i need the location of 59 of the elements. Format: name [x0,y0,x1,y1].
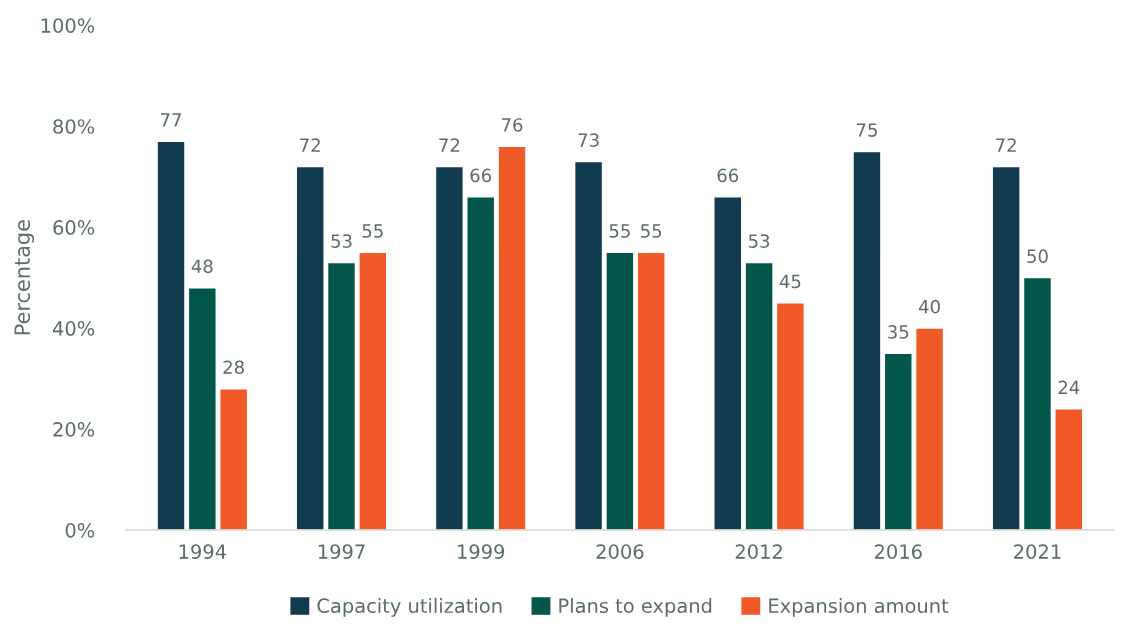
data-label: 66 [717,168,739,183]
bar [636,251,666,531]
bar [219,388,249,531]
x-tick-label: 1999 [458,544,505,559]
data-label: 55 [641,224,662,238]
data-label: 72 [439,138,460,152]
data-label: 55 [609,224,630,238]
bar [326,261,357,531]
bar [1054,408,1084,531]
data-label: 28 [223,360,244,375]
y-tick-label: 20% [53,422,95,437]
data-label: 77 [161,113,181,127]
bar [713,196,743,531]
y-tick-label: 60% [53,220,95,235]
y-tick-label: 0% [65,523,95,538]
bar [466,196,496,531]
bar [358,251,388,531]
y-tick-label: 80% [53,119,95,134]
data-label: 50 [1027,249,1048,264]
x-tick-label: 2012 [735,544,782,559]
y-tick-label: 40% [52,321,95,336]
y-tick-label: 100% [41,18,95,33]
bar [1022,276,1053,531]
bar [883,352,913,531]
data-label: 53 [331,234,352,248]
bar [775,302,806,531]
data-label: 48 [191,259,213,274]
data-label: 53 [748,234,770,248]
bar [187,287,217,531]
bar [852,150,882,531]
data-label: 72 [300,138,320,152]
bar [573,160,604,531]
y-axis-title: Percentage [14,220,35,335]
x-tick-label: 1997 [318,544,365,559]
data-label: 75 [856,123,877,137]
data-label: 72 [996,138,1016,152]
x-tick-label: 2006 [596,544,644,559]
data-label: 66 [470,168,492,183]
data-label: 45 [779,274,801,289]
bar [497,145,527,531]
legend-label: Plans to expand [559,598,712,617]
bar [991,165,1021,531]
data-label: 24 [1058,380,1080,395]
x-tick-label: 1994 [179,544,226,559]
data-label: 35 [888,325,909,339]
bar [295,165,325,531]
legend-label: Capacity utilization [317,598,502,617]
data-label: 40 [918,299,940,314]
data-label: 55 [362,224,383,238]
bar [156,140,186,531]
bar [744,261,774,531]
x-tick-label: 2021 [1014,544,1061,559]
legend-label: Expansion amount [769,598,949,617]
x-tick-label: 2016 [874,544,922,559]
data-label: 76 [502,118,523,132]
bar [434,165,465,531]
bar [605,251,635,531]
data-label: 73 [578,133,599,147]
bar [914,327,945,531]
